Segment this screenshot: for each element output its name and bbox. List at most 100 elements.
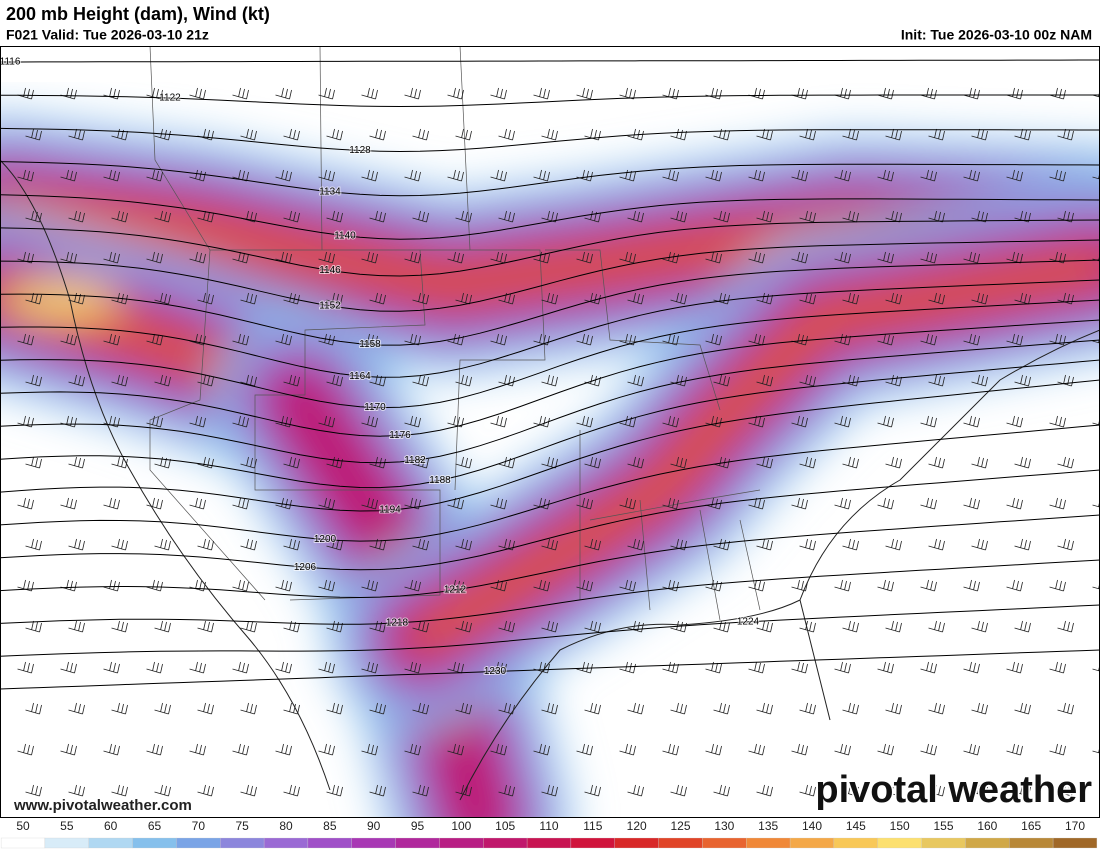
colorbar-tick-label: 125: [670, 819, 690, 833]
wind-barb: [662, 743, 679, 756]
wind-barb: [834, 87, 851, 100]
wind-barb: [791, 579, 808, 592]
wind-barb: [963, 743, 980, 756]
wind-barb: [412, 702, 429, 715]
wind-barb: [920, 579, 937, 592]
wind-barb: [326, 538, 343, 551]
wind-barb: [283, 374, 300, 387]
wind-barb: [25, 620, 42, 633]
wind-barb: [103, 743, 120, 756]
wind-barb: [447, 87, 464, 100]
wind-barb: [877, 661, 894, 674]
wind-barb: [963, 497, 980, 510]
wind-barb: [232, 743, 249, 756]
colorbar-tick-label: 60: [104, 819, 118, 833]
map-area: 1116 1122 1128 1134 1140 1146 1152 1158 1164 1170…: [0, 46, 1100, 818]
wind-barb: [197, 702, 214, 715]
wind-barb: [283, 784, 300, 797]
wind-barb: [1057, 538, 1074, 551]
wind-barb: [232, 333, 249, 346]
wind-barb: [971, 292, 988, 305]
wind-barb: [275, 87, 292, 100]
wind-barb: [326, 210, 343, 223]
wind-barb: [541, 702, 558, 715]
wind-barb: [68, 784, 85, 797]
wind-barb: [877, 743, 894, 756]
wind-barb: [619, 743, 636, 756]
wind-barb: [928, 292, 945, 305]
wind-barb: [197, 374, 214, 387]
contour-label: 1128: [349, 145, 371, 156]
wind-barb: [404, 87, 421, 100]
wind-barb: [1014, 456, 1031, 469]
wind-barb: [791, 251, 808, 264]
wind-barb: [154, 456, 171, 469]
wind-barb: [240, 538, 257, 551]
wind-barb: [705, 169, 722, 182]
wind-barb: [627, 784, 644, 797]
wind-barb: [404, 497, 421, 510]
wind-barb: [17, 333, 34, 346]
logo: pivotal weather: [815, 769, 1092, 811]
wind-barb: [662, 661, 679, 674]
wind-barb: [275, 579, 292, 592]
wind-barb: [60, 169, 77, 182]
colorbar: 50 55 60 65 70 75 80 85 90 95 100 105 110 115 120 125 13…: [0, 819, 1098, 849]
wind-barb: [662, 415, 679, 428]
wind-barb: [584, 456, 601, 469]
wind-barb: [662, 251, 679, 264]
wind-barb: [1014, 784, 1031, 797]
coastline: [0, 159, 1100, 801]
wind-barb: [1049, 743, 1066, 756]
wind-barb: [920, 497, 937, 510]
wind-barb: [885, 128, 902, 141]
wind-barb: [60, 661, 77, 674]
borders: [0, 46, 1100, 801]
wind-barb: [68, 128, 85, 141]
contour-label: 1122: [159, 93, 181, 104]
wind-barb: [455, 620, 472, 633]
wind-barb: [842, 292, 859, 305]
wind-barb: [146, 333, 163, 346]
wind-barb: [1014, 702, 1031, 715]
wind-barb: [842, 702, 859, 715]
valid-time: F021 Valid: Tue 2026-03-10 21z: [6, 27, 209, 43]
wind-barb: [361, 251, 378, 264]
wind-barb: [412, 620, 429, 633]
wind-barb: [60, 251, 77, 264]
wind-barb: [670, 620, 687, 633]
wind-barb: [232, 251, 249, 264]
wind-barb: [619, 661, 636, 674]
contour-line: [0, 127, 1100, 153]
contour-line: [0, 319, 1100, 437]
wind-barb: [146, 87, 163, 100]
colorbar-tick-label: 145: [846, 819, 866, 833]
wind-barb: [240, 620, 257, 633]
wind-barb: [705, 743, 722, 756]
wind-barb: [713, 128, 730, 141]
wind-barb: [533, 661, 550, 674]
wind-barb: [68, 292, 85, 305]
contour-label: 1176: [389, 430, 411, 441]
wind-barb: [791, 497, 808, 510]
wind-barb: [361, 87, 378, 100]
wind-barb: [189, 333, 206, 346]
wind-barb: [928, 456, 945, 469]
wind-barb: [498, 784, 515, 797]
wind-barb: [627, 538, 644, 551]
wind-barb: [455, 702, 472, 715]
wind-barb: [361, 579, 378, 592]
wind-barb: [1057, 620, 1074, 633]
wind-barb: [60, 579, 77, 592]
wind-barb: [240, 702, 257, 715]
wind-barb: [275, 497, 292, 510]
contour-line: [0, 359, 1100, 489]
wind-barb: [576, 333, 593, 346]
contour-label: 1188: [429, 475, 451, 486]
wind-barb: [584, 374, 601, 387]
colorbar-swatch: [176, 837, 221, 849]
wind-barb: [963, 579, 980, 592]
wind-barb: [197, 210, 214, 223]
wind-barb: [533, 169, 550, 182]
contour-label: 1164: [349, 371, 371, 382]
